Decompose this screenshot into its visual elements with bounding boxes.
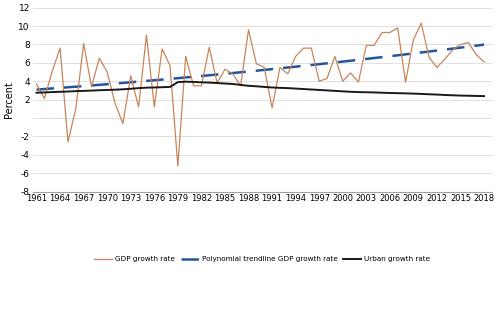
Polynomial trendline GDP growth rate: [466, 45, 471, 49]
Polynomial trendline GDP growth rate: [144, 79, 150, 83]
Legend: GDP growth rate, Polynomial trendline GDP growth rate, Urban growth rate: GDP growth rate, Polynomial trendline GD…: [91, 253, 434, 265]
Polynomial trendline GDP growth rate: [481, 43, 487, 47]
Urban growth rate: [340, 90, 345, 93]
Urban growth rate: [144, 86, 150, 90]
Y-axis label: Percent: Percent: [4, 81, 14, 118]
Polynomial trendline GDP growth rate: [410, 52, 416, 55]
Urban growth rate: [418, 92, 424, 96]
Urban growth rate: [34, 91, 40, 95]
Polynomial trendline GDP growth rate: [364, 57, 370, 61]
GDP growth rate: [418, 21, 424, 25]
Polynomial trendline GDP growth rate: [136, 80, 141, 83]
GDP growth rate: [136, 105, 141, 109]
GDP growth rate: [144, 33, 150, 37]
Polynomial trendline GDP growth rate: [34, 88, 40, 91]
Line: GDP growth rate: GDP growth rate: [36, 23, 484, 166]
Urban growth rate: [182, 80, 188, 84]
Polynomial trendline GDP growth rate: [332, 61, 338, 64]
GDP growth rate: [426, 55, 432, 59]
GDP growth rate: [466, 41, 471, 44]
Urban growth rate: [371, 90, 377, 94]
Urban growth rate: [466, 94, 471, 98]
GDP growth rate: [175, 164, 181, 168]
Line: Urban growth rate: Urban growth rate: [36, 82, 484, 96]
Urban growth rate: [481, 94, 487, 98]
GDP growth rate: [340, 79, 345, 83]
Line: Polynomial trendline GDP growth rate: Polynomial trendline GDP growth rate: [36, 45, 484, 90]
GDP growth rate: [371, 43, 377, 47]
GDP growth rate: [481, 60, 487, 64]
GDP growth rate: [34, 82, 40, 86]
Urban growth rate: [136, 86, 141, 90]
